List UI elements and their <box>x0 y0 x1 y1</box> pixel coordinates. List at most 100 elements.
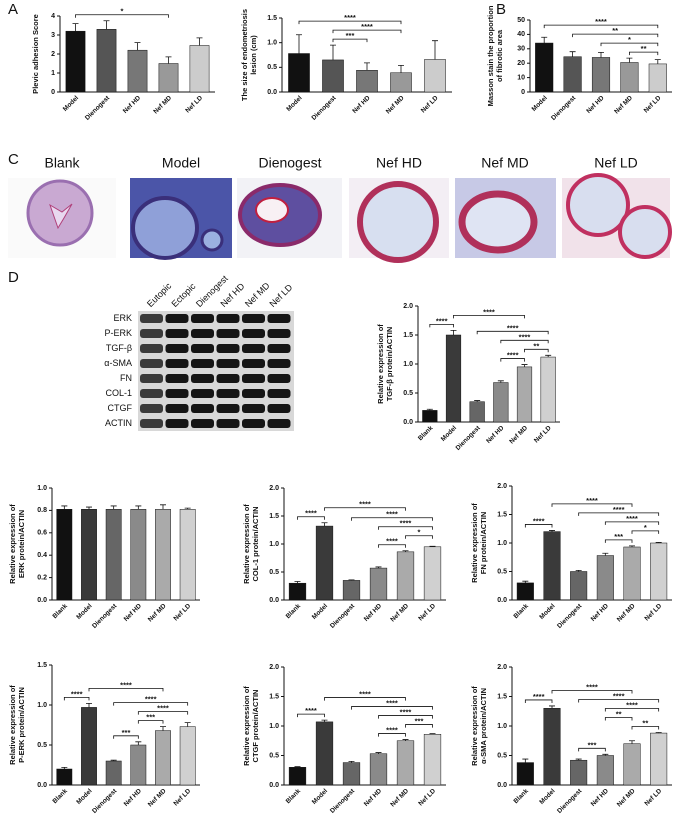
bar <box>543 531 561 601</box>
chart: 0.0 0.2 0.4 0.6 0.8 1.0 Relative expression of… <box>8 485 200 630</box>
x-tick-label: Nef MD <box>389 787 410 808</box>
error-bar <box>375 752 382 754</box>
error-bar <box>522 758 529 763</box>
bar <box>469 401 485 423</box>
significance-bracket <box>578 747 606 752</box>
bar <box>650 732 668 786</box>
significance-bracket <box>113 735 139 739</box>
significance-label: **** <box>145 695 157 704</box>
bar <box>540 356 556 423</box>
error-bar <box>364 62 370 71</box>
x-tick-label: Nef MD <box>389 602 410 623</box>
x-tick-label: Nef LD <box>184 94 204 114</box>
significance-label: **** <box>400 519 412 528</box>
blot-band <box>216 419 240 428</box>
blot-band <box>191 329 214 338</box>
error-bar <box>602 552 609 556</box>
histology-label: Nef LD <box>594 155 638 171</box>
error-bar <box>61 505 68 510</box>
x-tick-label: Blank <box>512 602 530 620</box>
blot-band <box>267 329 291 338</box>
y-axis-label: of fibrotic area <box>495 29 504 82</box>
x-tick-label: Blank <box>512 787 530 805</box>
error-bar <box>61 767 68 769</box>
significance-label: **** <box>613 505 625 514</box>
y-tick-label: 0 <box>521 89 525 96</box>
y-axis-label: CTGF protein/ACTIN <box>251 690 260 763</box>
tissue <box>200 228 224 252</box>
protein-label: CTGF <box>108 403 133 413</box>
blot-band <box>267 419 291 428</box>
y-tick-label: 30 <box>517 46 525 53</box>
significance-bracket <box>324 507 406 511</box>
bar <box>390 72 412 93</box>
bar <box>596 555 614 601</box>
y-tick-label: 1.0 <box>37 702 47 709</box>
lumen <box>255 197 289 223</box>
significance-bracket <box>332 29 402 34</box>
y-tick-label: 0.0 <box>269 782 279 789</box>
error-bar <box>629 545 635 547</box>
error-bar <box>348 579 355 581</box>
x-tick-label: Model <box>75 603 93 621</box>
x-tick-label: Dienogest <box>556 602 584 630</box>
significance-bracket <box>604 708 660 712</box>
bar <box>591 57 611 93</box>
bar <box>493 382 509 423</box>
significance-label: **** <box>595 17 607 26</box>
error-bar <box>655 732 662 734</box>
y-tick-label: 1.0 <box>37 485 47 492</box>
chart: 0.0 0.5 1.0 1.5 The size of endometriosis les… <box>240 9 452 122</box>
y-tick-label: 1.0 <box>403 361 413 368</box>
bar <box>422 410 438 423</box>
error-bar <box>134 42 141 51</box>
error-bar <box>86 703 92 708</box>
bar <box>342 580 361 601</box>
bar <box>322 59 344 93</box>
lane-label: Nef MD <box>243 280 272 309</box>
x-tick-label: Nef MD <box>613 94 634 115</box>
y-tick-label: 0.0 <box>267 89 277 96</box>
blot-band <box>242 314 265 323</box>
significance-label: **** <box>400 708 412 717</box>
y-tick-label: 0.2 <box>37 574 47 581</box>
x-tick-label: Blank <box>285 787 303 805</box>
significance-bracket <box>500 339 549 344</box>
significance-bracket <box>88 688 164 692</box>
blot-band <box>191 344 214 353</box>
y-tick-label: 0.5 <box>269 569 279 576</box>
protein-label: ERK <box>113 313 132 323</box>
blot-band <box>140 404 163 413</box>
significance-bracket <box>332 38 368 43</box>
significance-bracket <box>543 24 659 29</box>
chart: 0.0 0.5 1.0 1.5 Relative expression of P-ERK … <box>8 662 200 815</box>
error-bar <box>86 506 92 510</box>
significance-bracket <box>629 51 659 56</box>
error-bar <box>569 51 576 57</box>
bar <box>342 762 361 786</box>
y-tick-label: 0.5 <box>37 742 47 749</box>
significance-label: * <box>418 528 421 537</box>
x-tick-label: Dienogest <box>550 94 578 122</box>
blot-band <box>242 329 265 338</box>
x-tick-label: Nef HD <box>123 787 143 807</box>
y-tick-label: 1.5 <box>403 332 413 339</box>
error-bar <box>598 52 604 58</box>
y-axis-label: Relative expression of <box>470 686 479 766</box>
y-tick-label: 0.0 <box>37 597 47 604</box>
bar <box>563 56 582 93</box>
error-bar <box>402 550 409 552</box>
x-tick-label: Nef HD <box>590 602 610 622</box>
error-bar <box>429 733 436 735</box>
bar <box>155 509 171 601</box>
error-bar <box>160 726 166 731</box>
y-tick-label: 3 <box>51 32 55 39</box>
chart: 0.0 0.5 1.0 1.5 2.0 Relative expression of α-S… <box>470 664 672 815</box>
x-tick-label: Blank <box>51 787 69 805</box>
tissue <box>131 196 199 260</box>
bar <box>535 42 554 93</box>
blot-band <box>242 359 265 368</box>
significance-bracket <box>63 697 90 701</box>
bar <box>570 759 588 786</box>
error-bar <box>426 408 433 411</box>
